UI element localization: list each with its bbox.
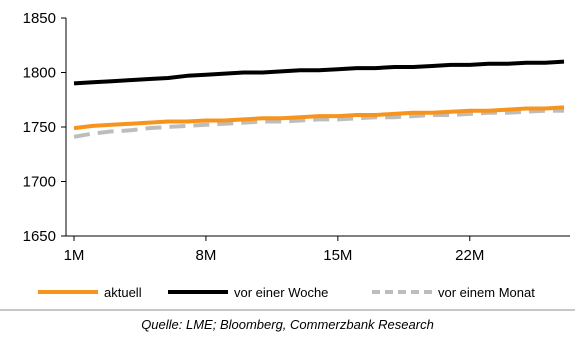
legend-item-aktuell: aktuell <box>38 280 142 304</box>
legend-label-vor-einer-woche: vor einer Woche <box>234 284 329 300</box>
series-line-aktuell <box>73 105 565 131</box>
chart: 1850 1800 1750 1700 1650 1M 8M 15M 22M <box>23 10 570 264</box>
y-tick-label: 1700 <box>23 174 56 191</box>
y-tick-label: 1750 <box>23 119 56 136</box>
legend-swatch-aktuell <box>38 290 98 294</box>
legend-item-vor-einer-woche: vor einer Woche <box>168 280 328 304</box>
x-tick-label: 1M <box>64 247 85 264</box>
series-line-vor-einer-woche <box>73 59 565 86</box>
series-line-vor-einem-monat <box>73 108 564 139</box>
legend: aktuell vor einer Woche vor einem Monat <box>0 280 575 304</box>
x-tick-label: 15M <box>323 247 352 264</box>
x-tick-label: 22M <box>455 247 484 264</box>
y-tick-label: 1650 <box>23 228 56 245</box>
legend-label-aktuell: aktuell <box>104 284 142 300</box>
legend-swatch-vor-einer-woche <box>168 290 228 294</box>
plot-area <box>73 59 565 139</box>
legend-item-vor-einem-monat: vor einem Monat <box>372 280 535 304</box>
y-tick-label: 1800 <box>23 65 56 82</box>
y-tick-label: 1850 <box>23 10 56 27</box>
x-axis: 1M 8M 15M 22M <box>64 236 484 264</box>
y-axis: 1850 1800 1750 1700 1650 <box>23 10 66 245</box>
source-note: Quelle: LME; Bloomberg, Commerzbank Rese… <box>141 317 434 332</box>
x-tick-label: 8M <box>196 247 217 264</box>
legend-swatch-vor-einem-monat <box>372 290 432 294</box>
divider <box>0 309 575 311</box>
legend-label-vor-einem-monat: vor einem Monat <box>438 284 535 300</box>
